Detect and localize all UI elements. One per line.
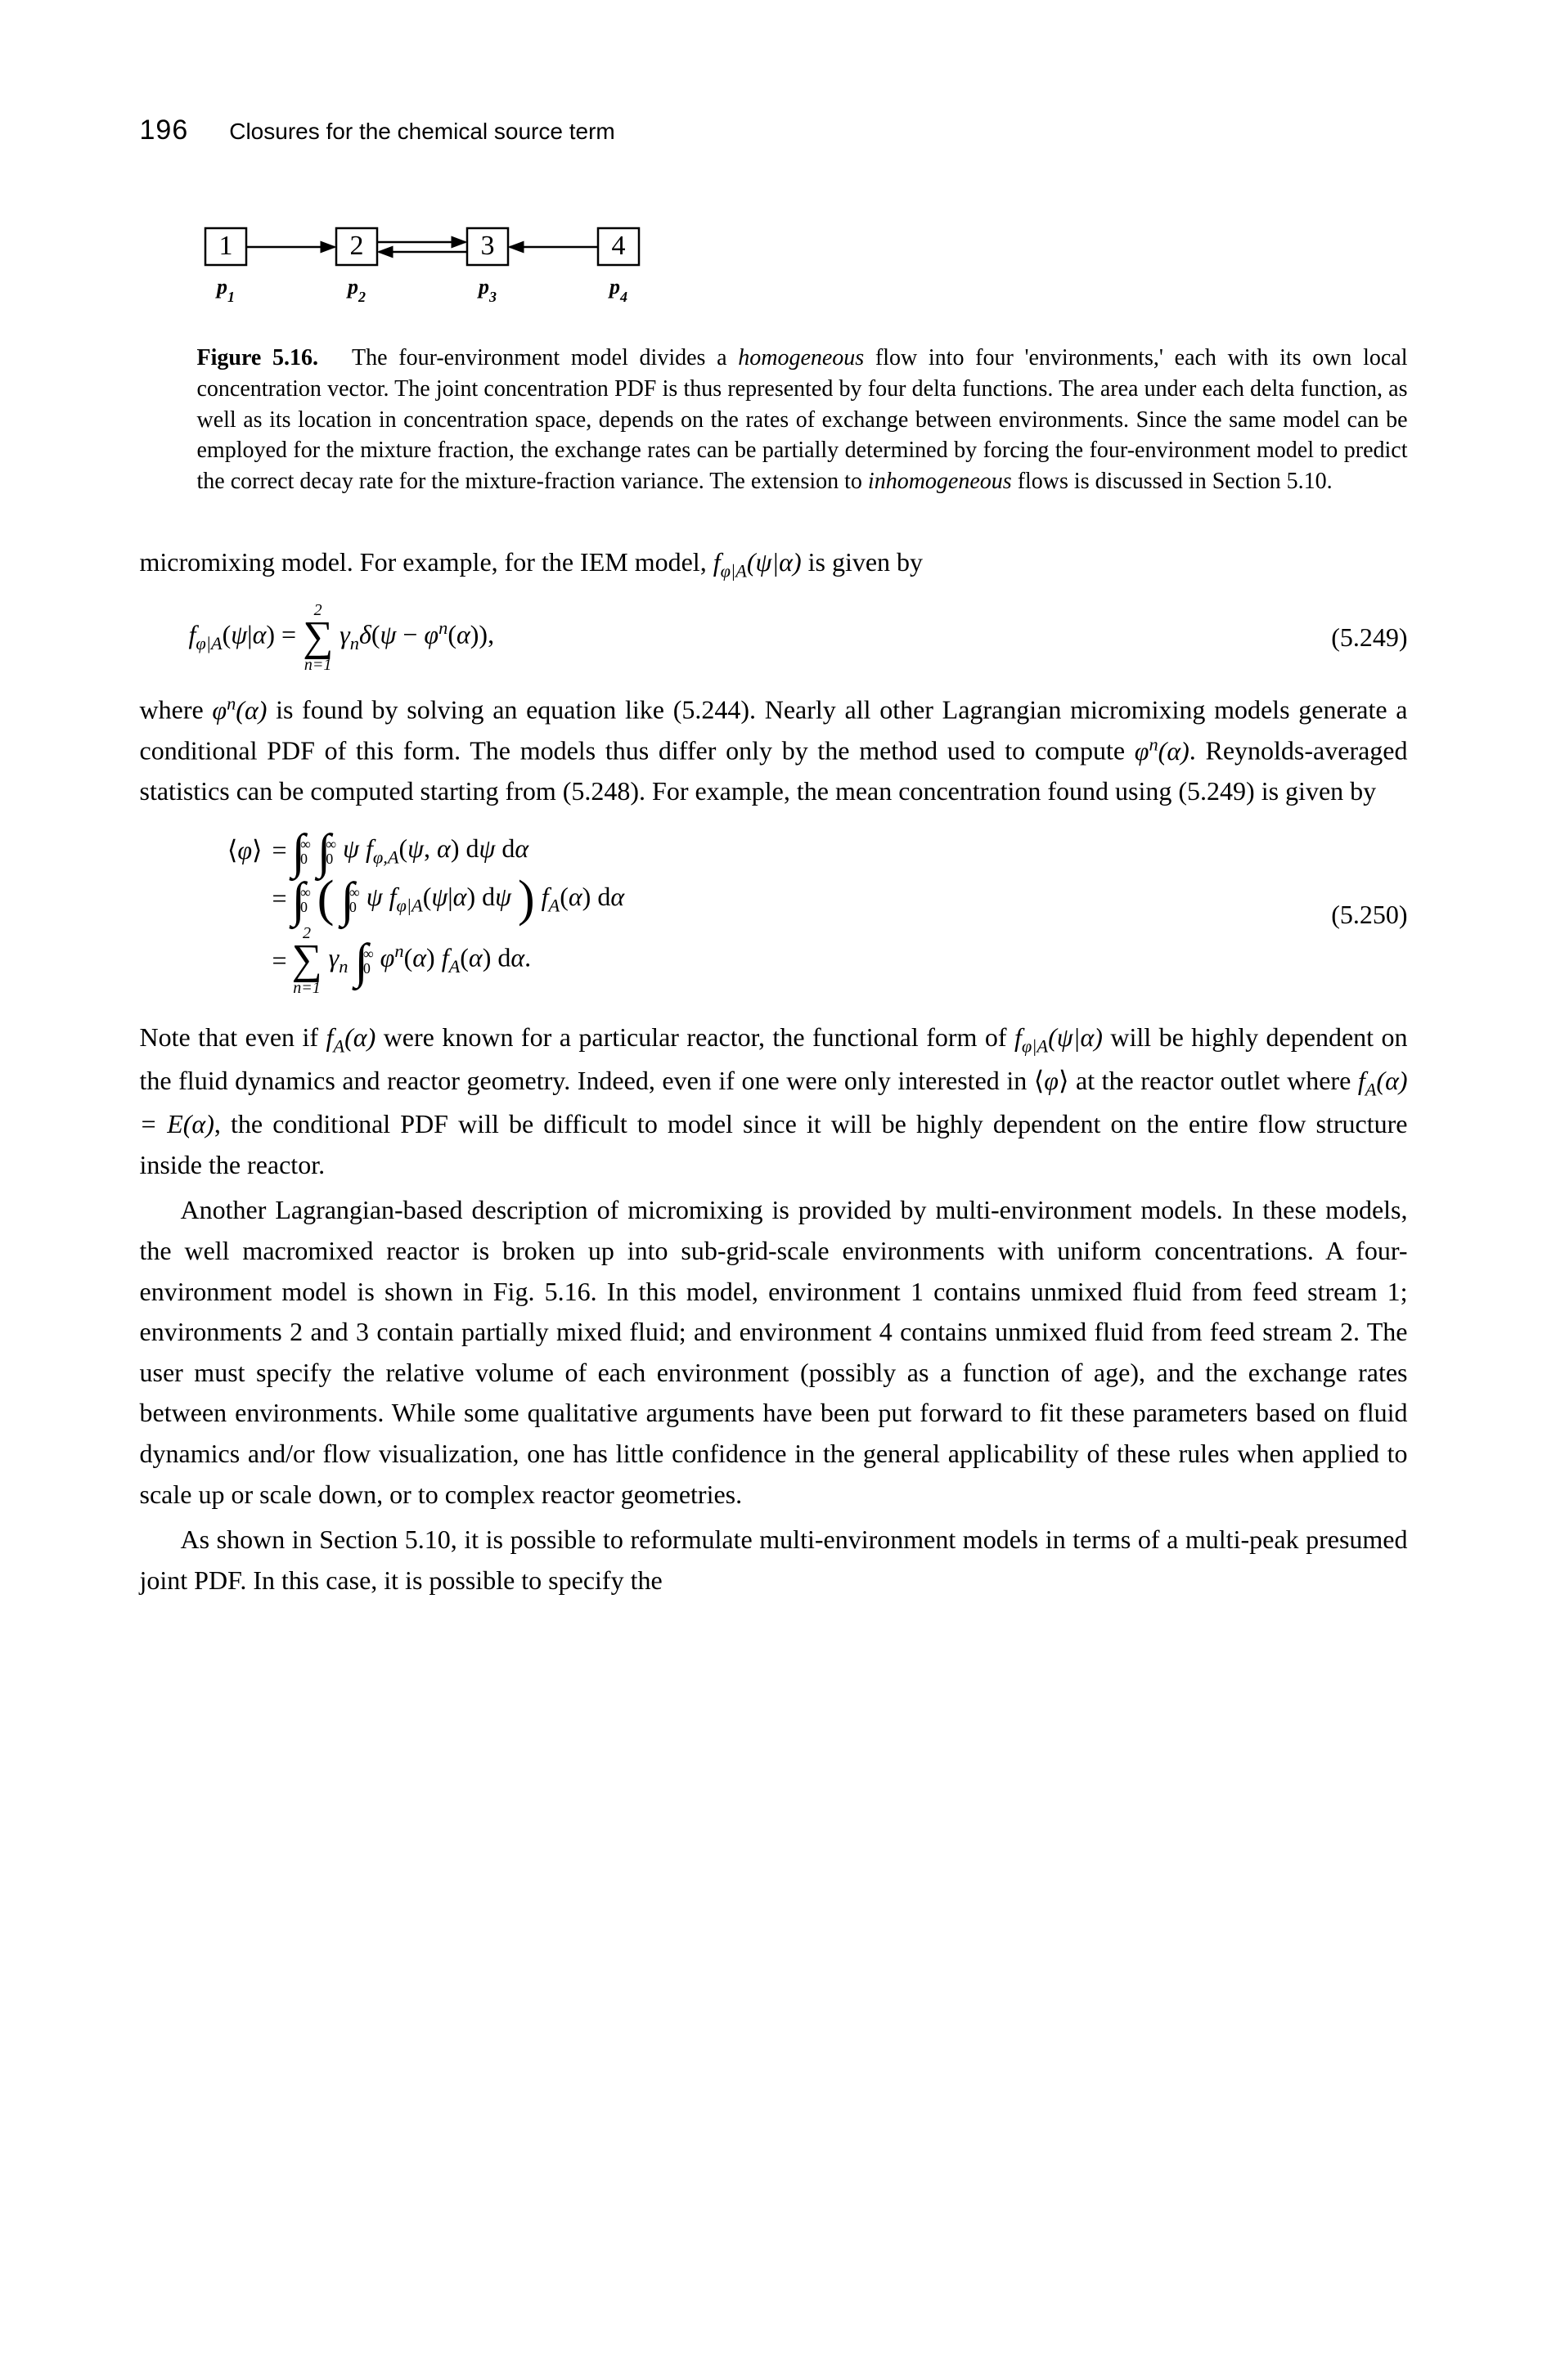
page-number: 196 <box>140 115 189 146</box>
env-box-1-label: 1 <box>218 231 232 261</box>
para3-m2: fφ|A(ψ|α) <box>1014 1022 1103 1052</box>
p3-label: p3 <box>477 275 497 305</box>
para4: Another Lagrangian-based description of … <box>140 1190 1408 1515</box>
p4-label: p4 <box>608 275 627 305</box>
eq-5-249: fφ|A(ψ|α) = 2 ∑ n=1 γnδ(ψ − φn(α)), (5.2… <box>140 602 1408 673</box>
para3-m1: fA(α) <box>326 1022 376 1052</box>
eq-5-250: ⟨φ⟩ = ∫∞0 ∫∞0 ψ fφ,A(ψ, α) dψ dα = ∫∞0 <box>140 829 1408 1001</box>
caption-ital2: inhomogeneous <box>868 469 1012 494</box>
para3-m3: ⟨φ⟩ <box>1034 1066 1069 1095</box>
eq-5-249-num: (5.249) <box>1310 617 1408 658</box>
para3-t1: Note that even if <box>140 1022 326 1052</box>
para3: Note that even if fA(α) were known for a… <box>140 1017 1408 1185</box>
para2-m1: φn(α) <box>212 695 267 725</box>
para5: As shown in Section 5.10, it is possible… <box>140 1520 1408 1601</box>
eq-5-249-content: fφ|A(ψ|α) = 2 ∑ n=1 γnδ(ψ − φn(α)), <box>189 602 1310 673</box>
page: 196 Closures for the chemical source ter… <box>1 0 1547 1745</box>
figure-5-16-caption: Figure 5.16. The four-environment model … <box>197 343 1408 497</box>
para1-post: is given by <box>802 547 923 577</box>
para1-pre: micromixing model. For example, for the … <box>140 547 713 577</box>
p2-label: p2 <box>346 275 366 305</box>
para2: where φn(α) is found by solving an equat… <box>140 689 1408 812</box>
para1: micromixing model. For example, for the … <box>140 542 1408 586</box>
para2-t1: where <box>140 695 213 725</box>
para3-t4: at the reactor outlet where <box>1068 1066 1357 1095</box>
page-header: 196 Closures for the chemical source ter… <box>140 115 1408 146</box>
para2-m2: φn(α) <box>1135 736 1189 766</box>
running-head: Closures for the chemical source term <box>229 119 615 145</box>
figure-label: Figure 5.16. <box>197 345 319 370</box>
para3-t5: , the conditional PDF will be difficult … <box>140 1109 1408 1179</box>
env-box-3-label: 3 <box>480 231 494 261</box>
eq-5-250-num: (5.250) <box>1310 895 1408 936</box>
para3-t2: were known for a particular reactor, the… <box>376 1022 1014 1052</box>
p1-label: p1 <box>215 275 235 305</box>
caption-ital1: homogeneous <box>738 345 864 370</box>
caption-pre: The four-environment model divides a <box>352 345 738 370</box>
figure-5-16-svg: 1 2 3 4 p1 p2 p3 p4 <box>197 220 655 310</box>
figure-5-16: 1 2 3 4 p1 p2 p3 p4 <box>197 220 1408 310</box>
para1-math: fφ|A(ψ|α) <box>713 547 802 577</box>
env-box-2-label: 2 <box>349 231 363 261</box>
env-box-4-label: 4 <box>611 231 625 261</box>
body-text: micromixing model. For example, for the … <box>140 542 1408 1601</box>
caption-post: flows is discussed in Section 5.10. <box>1012 469 1333 494</box>
eq-5-250-content: ⟨φ⟩ = ∫∞0 ∫∞0 ψ fφ,A(ψ, α) dψ dα = ∫∞0 <box>189 829 1310 1001</box>
